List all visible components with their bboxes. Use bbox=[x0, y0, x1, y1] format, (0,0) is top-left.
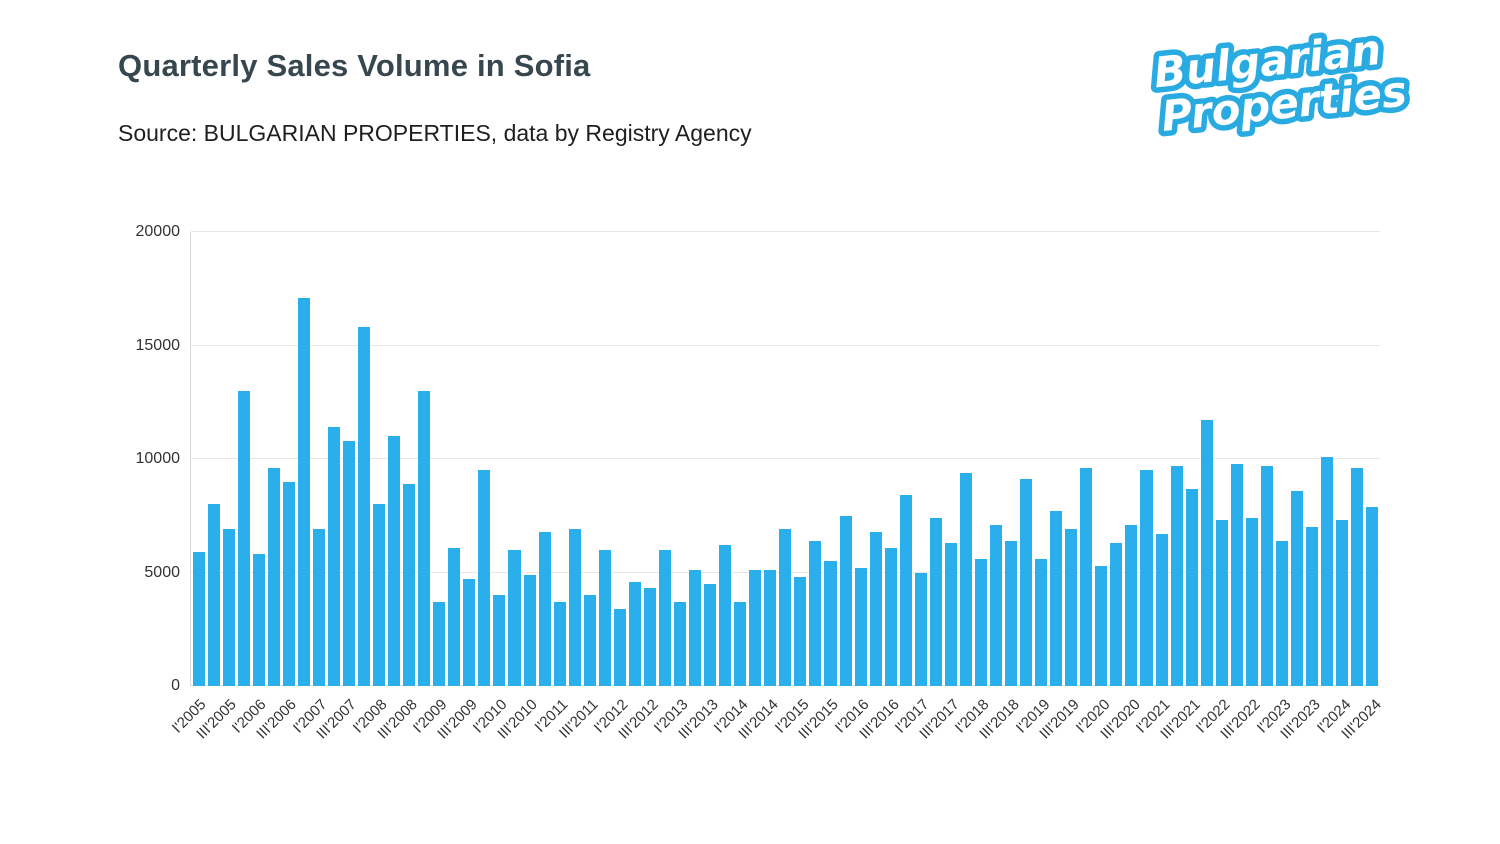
bar-IV'2013 bbox=[719, 545, 732, 686]
bar-III'2021 bbox=[1185, 488, 1198, 686]
bar-II'2015 bbox=[809, 540, 822, 686]
gridline-20000 bbox=[191, 231, 1380, 232]
y-tick-label-20000: 20000 bbox=[135, 223, 181, 240]
bar-III'2007 bbox=[342, 440, 356, 686]
bar-I'2016 bbox=[854, 567, 867, 686]
bar-II'2016 bbox=[869, 531, 882, 686]
bar-IV'2023 bbox=[1321, 456, 1334, 686]
bar-I'2021 bbox=[1155, 533, 1168, 686]
bar-I'2017 bbox=[914, 572, 927, 686]
bar-II'2024 bbox=[1351, 468, 1364, 686]
bar-III'2006 bbox=[282, 481, 295, 686]
bar-III'2005 bbox=[222, 529, 235, 686]
bar-I'2009 bbox=[433, 602, 446, 686]
bar-III'2017 bbox=[944, 543, 957, 686]
bar-III'2023 bbox=[1305, 527, 1319, 686]
bar-I'2015 bbox=[794, 577, 807, 686]
y-axis-labels: 0 5000 10000 15000 20000 bbox=[115, 223, 190, 694]
bar-II'2012 bbox=[628, 581, 641, 686]
bar-I'2006 bbox=[252, 554, 265, 686]
bar-II'2021 bbox=[1170, 465, 1183, 686]
bar-IV'2017 bbox=[959, 472, 972, 686]
bar-I'2019 bbox=[1035, 558, 1048, 686]
bar-I'2012 bbox=[613, 608, 626, 686]
bar-I'2014 bbox=[734, 602, 747, 686]
bar-I'2022 bbox=[1215, 520, 1228, 686]
page-title: Quarterly Sales Volume in Sofia bbox=[118, 48, 591, 83]
bar-I'2020 bbox=[1095, 565, 1108, 686]
bar-IV'2012 bbox=[658, 549, 671, 686]
source-caption: Source: BULGARIAN PROPERTIES, data by Re… bbox=[118, 120, 752, 146]
bar-III'2011 bbox=[583, 595, 596, 686]
y-tick-label-5000: 5000 bbox=[144, 563, 180, 581]
bar-III'2012 bbox=[643, 588, 656, 686]
bar-I'2024 bbox=[1336, 520, 1349, 686]
logo-graphic: Bulgarian Properties bbox=[1146, 19, 1415, 146]
bar-III'2016 bbox=[884, 547, 897, 686]
y-tick-label-15000: 15000 bbox=[135, 336, 181, 354]
bar-II'2006 bbox=[267, 468, 280, 686]
gridline-15000 bbox=[191, 344, 1380, 346]
bar-IV'2015 bbox=[839, 515, 852, 686]
bar-IV'2016 bbox=[899, 495, 912, 686]
bar-I'2013 bbox=[674, 602, 687, 686]
bar-I'2005 bbox=[192, 552, 205, 686]
bar-IV'2005 bbox=[237, 390, 250, 686]
bar-I'2007 bbox=[312, 529, 325, 686]
bar-IV'2014 bbox=[779, 529, 792, 686]
bar-IV'2019 bbox=[1080, 468, 1093, 686]
y-tick-label-0: 0 bbox=[171, 677, 180, 694]
bar-II'2007 bbox=[327, 427, 340, 686]
bar-II'2011 bbox=[568, 529, 581, 686]
bar-IV'2011 bbox=[598, 549, 611, 686]
bar-II'2019 bbox=[1050, 511, 1063, 686]
bar-IV'2018 bbox=[1020, 479, 1033, 686]
bar-IV'2007 bbox=[358, 327, 371, 686]
bar-I'2008 bbox=[373, 504, 386, 686]
bar-II'2010 bbox=[508, 549, 521, 686]
bar-III'2022 bbox=[1245, 518, 1258, 686]
bar-III'2013 bbox=[704, 583, 717, 686]
bar-II'2023 bbox=[1290, 490, 1303, 686]
bar-IV'2021 bbox=[1200, 420, 1213, 686]
plot-area bbox=[190, 231, 1380, 686]
bar-I'2018 bbox=[974, 558, 987, 686]
bar-III'2010 bbox=[523, 574, 536, 686]
bar-IV'2020 bbox=[1140, 470, 1153, 686]
bar-II'2022 bbox=[1230, 463, 1243, 686]
bar-II'2008 bbox=[388, 436, 401, 686]
bar-IV'2008 bbox=[418, 390, 431, 686]
y-tick-label-10000: 10000 bbox=[135, 450, 181, 467]
bar-I'2023 bbox=[1275, 540, 1288, 686]
bar-III'2014 bbox=[764, 570, 777, 686]
bar-II'2009 bbox=[448, 547, 461, 686]
bar-III'2009 bbox=[463, 579, 476, 686]
bar-IV'2006 bbox=[297, 297, 310, 686]
bar-III'2018 bbox=[1005, 540, 1018, 686]
bar-IV'2010 bbox=[538, 531, 551, 686]
bar-II'2017 bbox=[929, 518, 942, 686]
bar-III'2020 bbox=[1125, 524, 1138, 686]
bar-II'2014 bbox=[749, 570, 762, 686]
bulgarian-properties-logo: Bulgarian Properties bbox=[1120, 19, 1430, 146]
bar-III'2024 bbox=[1366, 506, 1379, 686]
bar-II'2018 bbox=[989, 524, 1003, 686]
gridline-10000 bbox=[191, 458, 1380, 459]
bar-II'2005 bbox=[207, 504, 220, 686]
bar-IV'2022 bbox=[1260, 465, 1273, 686]
bar-chart: 0 5000 10000 15000 20000 I'2005 III'2005 I'200… bbox=[115, 223, 1385, 772]
bar-II'2020 bbox=[1110, 543, 1123, 686]
bar-II'2013 bbox=[689, 570, 702, 686]
bar-I'2010 bbox=[493, 595, 506, 686]
bar-III'2015 bbox=[824, 561, 837, 686]
bar-I'2011 bbox=[553, 602, 566, 686]
bar-IV'2009 bbox=[478, 470, 491, 686]
bar-III'2019 bbox=[1065, 529, 1078, 686]
x-axis-labels: I'2005 III'2005 I'2006 III'2006 I'2007 III'20… bbox=[169, 690, 1385, 770]
bar-III'2008 bbox=[403, 483, 416, 686]
